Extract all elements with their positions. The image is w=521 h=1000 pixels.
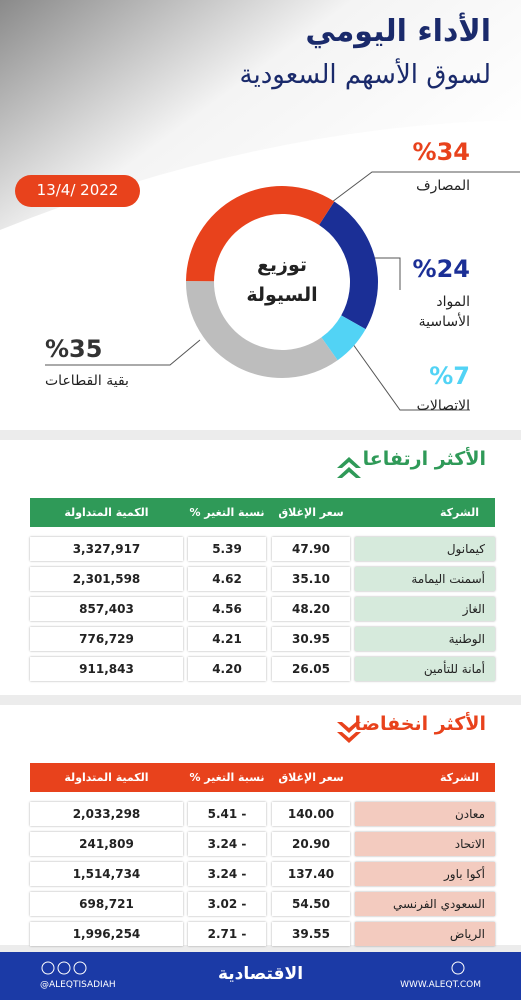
table-cell: أسمنت اليمامة xyxy=(355,567,495,591)
social-icons xyxy=(41,961,465,975)
down-icon xyxy=(337,722,361,743)
table-cell: معادن xyxy=(355,802,495,826)
column-header: الكمية المتداولة xyxy=(64,771,149,784)
column-header: الكمية المتداولة xyxy=(64,506,149,519)
segment-label: المصارف xyxy=(416,178,470,194)
table-cell: 4.62 xyxy=(188,567,266,591)
column-header: سعر الإغلاق xyxy=(278,771,344,784)
table-cell: 698,721 xyxy=(30,892,183,916)
table-cell: 3,327,917 xyxy=(30,537,183,561)
segment-label: الاتصالات xyxy=(416,398,470,414)
title: الأداء اليومي xyxy=(305,14,491,49)
table-cell: 857,403 xyxy=(30,597,183,621)
table-cell: 4.21 xyxy=(188,627,266,651)
donut-segment xyxy=(319,201,378,330)
table-cell: 911,843 xyxy=(30,657,183,681)
table-cell: 20.90 xyxy=(272,832,350,856)
table-cell: 776,729 xyxy=(30,627,183,651)
table-cell: كيمانول xyxy=(355,537,495,561)
table-cell: 1,514,734 xyxy=(30,862,183,886)
table-cell: 2,301,598 xyxy=(30,567,183,591)
header-band xyxy=(0,0,521,230)
table-header xyxy=(30,763,495,792)
table-cell: - 3.24 xyxy=(188,832,266,856)
segment-value-label: %7 xyxy=(429,362,470,390)
segment-label: بقية القطاعات xyxy=(45,373,129,389)
date: 13/4/ 2022 xyxy=(36,181,119,199)
table-cell: 4.56 xyxy=(188,597,266,621)
table-cell: 140.00 xyxy=(272,802,350,826)
table-cell: 2,033,298 xyxy=(30,802,183,826)
date-pill xyxy=(15,175,140,207)
table-cell: 30.95 xyxy=(272,627,350,651)
table-cell: أمانة للتأمين xyxy=(355,657,495,681)
brand: الاقتصادية xyxy=(217,964,304,984)
website: WWW.ALEQT.COM xyxy=(400,980,481,990)
segment-value-label: %35 xyxy=(45,335,103,363)
table-header xyxy=(30,498,495,527)
column-header: نسبة التغير % xyxy=(189,771,265,784)
segment-value-label: %24 xyxy=(412,255,470,283)
table-cell: - 3.24 xyxy=(188,862,266,886)
column-header: سعر الإغلاق xyxy=(278,506,344,519)
table-cell: - 3.02 xyxy=(188,892,266,916)
table-cell: أكوا باور xyxy=(355,862,495,886)
table-cell: 241,809 xyxy=(30,832,183,856)
column-header: نسبة التغير % xyxy=(189,506,265,519)
leader-lines xyxy=(45,171,520,411)
donut-segment xyxy=(186,280,338,378)
table-cell: الرياض xyxy=(355,922,495,946)
table-cell: 137.40 xyxy=(272,862,350,886)
donut-title: توزيع السيولة xyxy=(246,254,318,306)
column-header: الشركة xyxy=(439,506,479,519)
table-cell: - 2.71 xyxy=(188,922,266,946)
table-cell: 48.20 xyxy=(272,597,350,621)
table-cell: 4.20 xyxy=(188,657,266,681)
table-cell: 5.39 xyxy=(188,537,266,561)
table-cell: 54.50 xyxy=(272,892,350,916)
donut-segment xyxy=(186,186,335,282)
footer-bar xyxy=(0,952,521,1000)
table-cell: الوطنية xyxy=(355,627,495,651)
column-header: الشركة xyxy=(439,771,479,784)
donut-segment xyxy=(321,315,366,361)
segment-label: المواد الأساسية xyxy=(418,294,470,330)
table-cell: 26.05 xyxy=(272,657,350,681)
table-cell: 47.90 xyxy=(272,537,350,561)
table-cell: 35.10 xyxy=(272,567,350,591)
subtitle: لسوق الأسهم السعودية xyxy=(239,60,491,90)
table-cell: الاتحاد xyxy=(355,832,495,856)
table-cell: الغاز xyxy=(355,597,495,621)
table-cell: 39.55 xyxy=(272,922,350,946)
section-title: الأكثر ارتفاعا xyxy=(362,448,486,470)
table-cell: 1,996,254 xyxy=(30,922,183,946)
table-cell: - 5.41 xyxy=(188,802,266,826)
up-icon xyxy=(337,457,361,478)
handle: @ALEQTISADIAH xyxy=(40,980,116,990)
table-cell: السعودي الفرنسي xyxy=(355,892,495,916)
section-title: الأكثر انخفاضا xyxy=(354,713,486,735)
segment-value-label: %34 xyxy=(412,138,470,166)
